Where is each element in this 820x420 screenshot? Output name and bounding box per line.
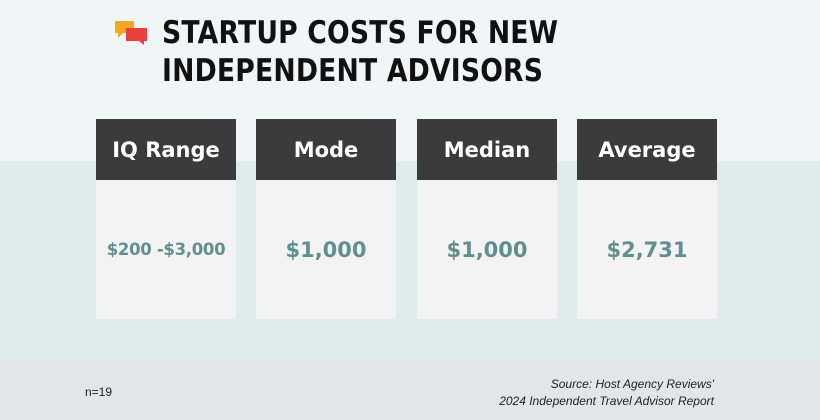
stat-card-value: $1,000 — [285, 237, 367, 262]
footer-band — [0, 361, 820, 420]
stat-card-header: Median — [417, 119, 557, 180]
source-line-2: 2024 Independent Travel Advisor Report — [499, 394, 714, 408]
source-note: Source: Host Agency Reviews' 2024 Indepe… — [499, 376, 714, 410]
sample-size: n=19 — [85, 385, 113, 399]
stat-card-header: IQ Range — [96, 119, 236, 180]
stat-card-header: Mode — [256, 119, 396, 180]
stat-card-value: $2,731 — [606, 237, 688, 262]
stat-card-value: $200 -$3,000 — [106, 240, 226, 259]
page-title: STARTUP COSTS FOR NEW INDEPENDENT ADVISO… — [162, 15, 559, 89]
stat-card-median: Median $1,000 — [417, 119, 557, 319]
stat-card-header: Average — [577, 119, 717, 180]
chat-bubbles-icon — [115, 21, 147, 45]
source-line-1: Source: Host Agency Reviews' — [550, 377, 714, 391]
stat-card-iq-range: IQ Range $200 -$3,000 — [96, 119, 236, 319]
stat-card-average: Average $2,731 — [577, 119, 717, 319]
stat-card-mode: Mode $1,000 — [256, 119, 396, 319]
stat-card-value: $1,000 — [446, 237, 528, 262]
